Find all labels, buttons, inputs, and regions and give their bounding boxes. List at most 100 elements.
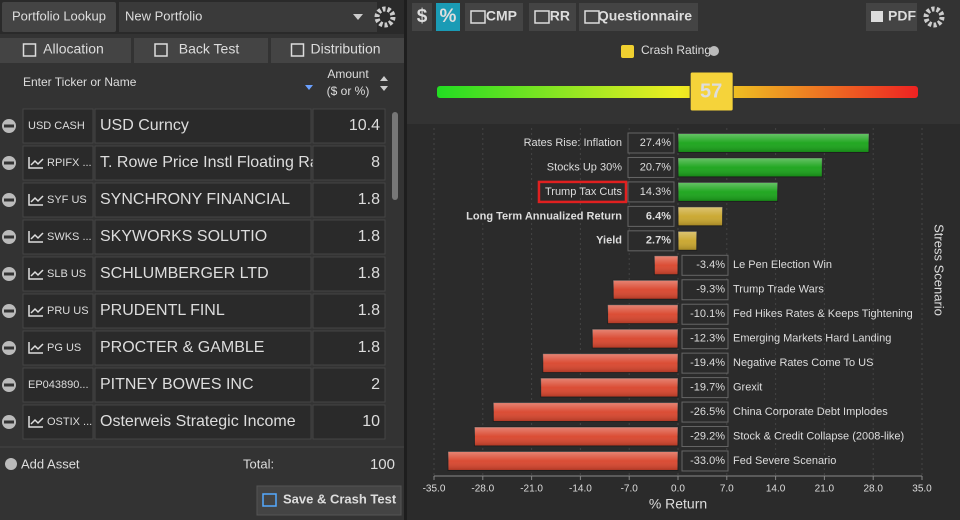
asset-name: PITNEY BOWES INC [100, 376, 254, 393]
tab[interactable] [271, 38, 404, 63]
asset-name: PRUDENTL FINL [100, 302, 225, 319]
x-tick-label: -14.0 [569, 484, 592, 495]
value-label: -19.4% [690, 357, 725, 369]
value-label: -12.3% [690, 333, 725, 345]
tab[interactable] [134, 38, 268, 63]
bar-shine [474, 427, 678, 447]
chart-icon [28, 268, 44, 280]
value-box [681, 401, 729, 423]
settings-gear[interactable] [374, 6, 396, 28]
category-label: Stocks Up 30% [547, 161, 622, 173]
portfolio-dropdown[interactable] [119, 2, 377, 32]
category-label: Long Term Annualized Return [466, 210, 622, 222]
name-box [94, 404, 312, 440]
value-box [627, 230, 675, 252]
tab-label: Allocation [43, 41, 104, 57]
ticker-box [22, 330, 94, 366]
value-box [681, 450, 729, 472]
amount-box[interactable] [312, 182, 386, 218]
chart-icon [28, 342, 44, 354]
dropdown-caret [353, 14, 363, 20]
amount: 1.8 [358, 302, 380, 319]
ticker-box [22, 256, 94, 292]
amount-header: ($ or %) [327, 84, 370, 98]
tab[interactable] [0, 38, 131, 63]
category-label: Fed Hikes Rates & Keeps Tightening [733, 308, 913, 320]
name-box [94, 145, 312, 181]
toolbar-button[interactable] [412, 3, 432, 31]
x-tick-label: -28.0 [471, 484, 494, 495]
category-label: Yield [596, 235, 622, 247]
toolbar-button[interactable] [529, 3, 576, 31]
chart-icon [28, 416, 44, 428]
bar-shine [592, 329, 678, 349]
bar-shine [542, 353, 678, 373]
value-label: 14.3% [640, 186, 671, 198]
asset-name: Osterweis Strategic Income [100, 413, 296, 430]
bar-shine [613, 280, 678, 300]
save-button[interactable] [256, 485, 402, 516]
name-box [94, 256, 312, 292]
x-tick-label: 14.0 [766, 484, 786, 495]
value-box [627, 181, 675, 203]
amount-box[interactable] [312, 367, 386, 403]
total-label: Total: [243, 456, 274, 471]
name-box [94, 219, 312, 255]
amount-box[interactable] [312, 293, 386, 329]
ticker-box [22, 182, 94, 218]
bar-shine [447, 451, 678, 471]
toolbar-label: RR [550, 8, 570, 24]
chart-icon [28, 157, 44, 169]
value-label: -9.3% [696, 284, 725, 296]
scrollbar [392, 112, 398, 200]
ticker-box [22, 404, 94, 440]
remove-minus [4, 383, 14, 387]
value-box [681, 377, 729, 399]
amount: 10 [362, 413, 380, 430]
category-label: Fed Severe Scenario [733, 455, 836, 467]
value-box [681, 279, 729, 301]
toolbar-button[interactable] [465, 3, 523, 31]
asset-name: SCHLUMBERGER LTD [100, 265, 269, 282]
ticker: EP043890... [28, 379, 89, 391]
settings-gear[interactable] [923, 6, 945, 28]
amount-box[interactable] [312, 330, 386, 366]
name-box [94, 108, 312, 144]
ticker: PRU US [47, 305, 89, 317]
help-icon [709, 46, 719, 56]
amount-box[interactable] [312, 256, 386, 292]
ticker-box [22, 219, 94, 255]
amount: 10.4 [349, 117, 380, 134]
value-box [681, 254, 729, 276]
amount-box[interactable] [312, 108, 386, 144]
ticker: SLB US [47, 268, 86, 280]
toolbar-button[interactable] [436, 3, 460, 31]
crash-rating-label: Crash Rating [641, 43, 711, 57]
amount-box[interactable] [312, 219, 386, 255]
asset-name: SYNCHRONY FINANCIAL [100, 191, 290, 208]
value-box [681, 303, 729, 325]
toolbar-icon [584, 10, 600, 24]
add-icon[interactable] [5, 458, 17, 470]
amount-box[interactable] [312, 404, 386, 440]
ticker: PG US [47, 342, 81, 354]
amount-box[interactable] [312, 145, 386, 181]
asset-name: SKYWORKS SOLUTIO [100, 228, 267, 245]
bar-shine [540, 378, 678, 398]
toolbar-icon [470, 10, 486, 24]
x-tick-label: 21.0 [815, 484, 835, 495]
bar-shine [678, 157, 823, 177]
crash-gradient [437, 86, 918, 98]
lookup-button[interactable] [2, 2, 116, 32]
ticker: SYF US [47, 194, 87, 206]
chart-icon [28, 231, 44, 243]
ticker: SWKS ... [47, 231, 92, 243]
amount: 2 [371, 376, 380, 393]
ticker-box [22, 293, 94, 329]
remove-minus [4, 309, 14, 313]
value-label: -26.5% [690, 406, 725, 418]
tab-label: Distribution [310, 41, 380, 57]
x-tick-label: -21.0 [520, 484, 543, 495]
